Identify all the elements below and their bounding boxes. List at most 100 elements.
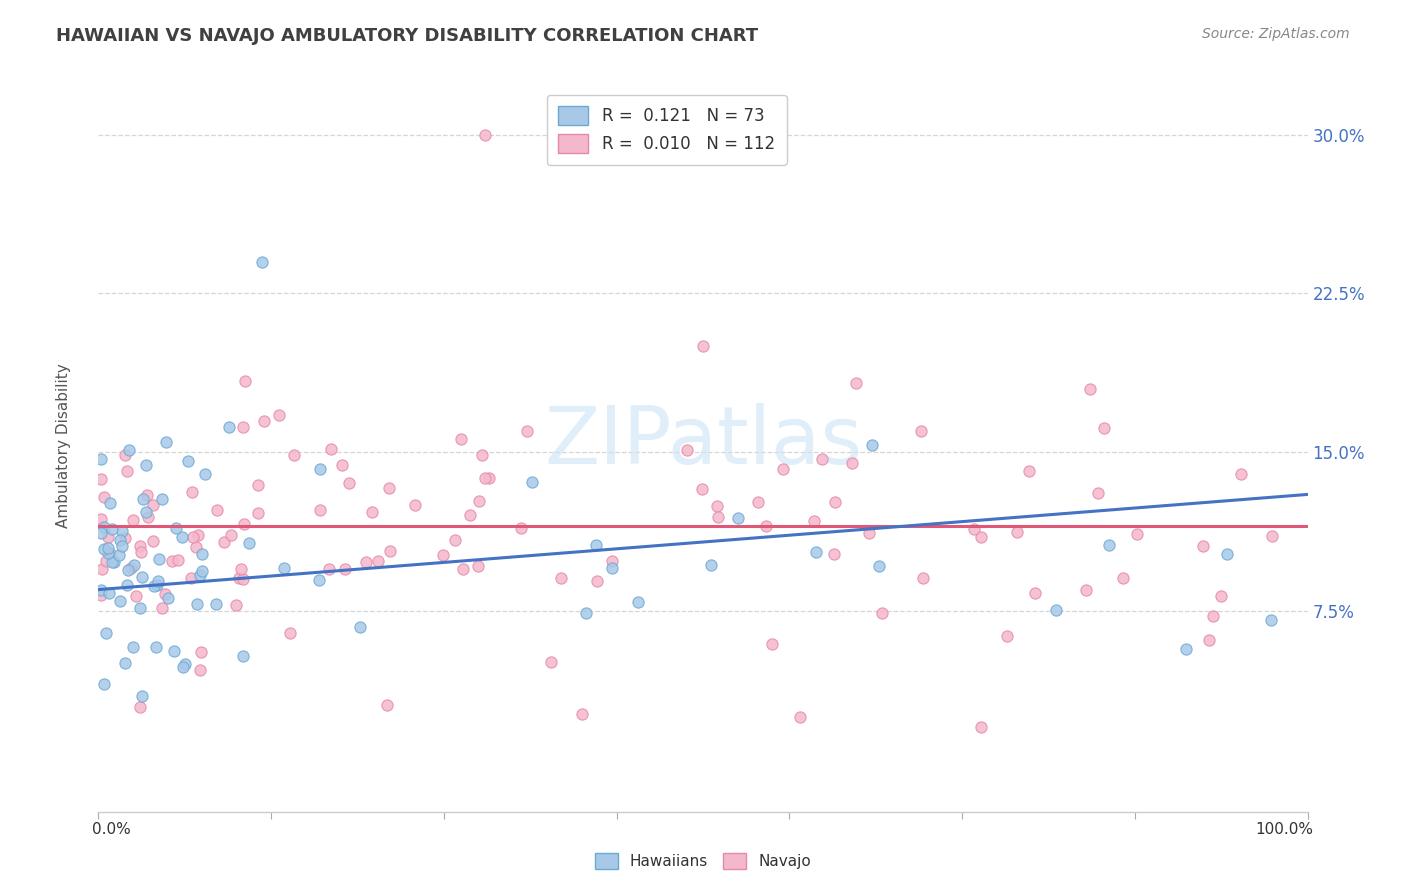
Point <box>367 554 389 568</box>
Point <box>150 492 173 507</box>
Point <box>238 536 260 550</box>
Point <box>1260 613 1282 627</box>
Point <box>117 442 139 457</box>
Point <box>432 548 454 562</box>
Point <box>308 502 330 516</box>
Text: Ambulatory Disability: Ambulatory Disability <box>56 364 70 528</box>
Point <box>1230 467 1253 481</box>
Point <box>318 561 340 575</box>
Text: 100.0%: 100.0% <box>1256 822 1313 838</box>
Point <box>841 456 863 470</box>
Point <box>117 563 139 577</box>
Point <box>333 562 356 576</box>
Point <box>129 700 152 714</box>
Point <box>184 540 207 554</box>
Point <box>93 520 115 534</box>
Point <box>170 530 193 544</box>
Point <box>700 558 723 572</box>
Point <box>232 419 254 434</box>
Point <box>1261 529 1284 543</box>
Point <box>467 559 489 574</box>
Point <box>122 513 145 527</box>
Point <box>142 498 165 512</box>
Point <box>706 499 728 513</box>
Point <box>129 539 152 553</box>
Point <box>186 597 208 611</box>
Point <box>330 458 353 473</box>
Point <box>707 509 730 524</box>
Point <box>157 591 180 605</box>
Point <box>114 531 136 545</box>
Point <box>755 519 778 533</box>
Point <box>115 464 138 478</box>
Point <box>93 677 115 691</box>
Point <box>747 495 769 509</box>
Point <box>267 409 290 423</box>
Point <box>191 547 214 561</box>
Point <box>450 432 472 446</box>
Point <box>451 562 474 576</box>
Point <box>283 448 305 462</box>
Point <box>510 521 533 535</box>
Point <box>690 482 713 496</box>
Point <box>474 128 496 142</box>
Point <box>378 544 401 558</box>
Point <box>143 579 166 593</box>
Point <box>90 588 112 602</box>
Point <box>183 530 205 544</box>
Point <box>550 571 572 585</box>
Legend: Hawaiians, Navajo: Hawaiians, Navajo <box>589 847 817 875</box>
Point <box>910 424 932 438</box>
Point <box>188 663 211 677</box>
Point <box>229 561 252 575</box>
Point <box>575 606 598 620</box>
Point <box>1209 590 1232 604</box>
Point <box>1087 486 1109 500</box>
Point <box>90 525 112 540</box>
Point <box>233 375 256 389</box>
Point <box>111 539 134 553</box>
Point <box>90 582 112 597</box>
Point <box>1216 548 1239 562</box>
Point <box>188 567 211 582</box>
Point <box>90 451 112 466</box>
Point <box>860 438 883 452</box>
Point <box>247 478 270 492</box>
Point <box>1005 524 1028 539</box>
Point <box>131 570 153 584</box>
Point <box>789 709 811 723</box>
Point <box>131 689 153 703</box>
Point <box>94 554 117 568</box>
Point <box>120 561 142 575</box>
Point <box>361 505 384 519</box>
Point <box>90 472 112 486</box>
Point <box>858 526 880 541</box>
Point <box>761 637 783 651</box>
Point <box>1018 464 1040 478</box>
Point <box>375 698 398 713</box>
Point <box>1202 609 1225 624</box>
Point <box>280 626 302 640</box>
Point <box>108 533 131 547</box>
Point <box>194 467 217 482</box>
Point <box>225 598 247 612</box>
Point <box>100 556 122 570</box>
Point <box>180 571 202 585</box>
Point <box>114 656 136 670</box>
Point <box>101 522 124 536</box>
Point <box>166 553 188 567</box>
Point <box>232 649 254 664</box>
Point <box>97 541 120 555</box>
Point <box>187 528 209 542</box>
Point <box>173 657 195 671</box>
Point <box>165 521 187 535</box>
Point <box>1174 642 1197 657</box>
Point <box>146 574 169 588</box>
Point <box>1198 633 1220 648</box>
Point <box>824 495 846 509</box>
Point <box>1112 570 1135 584</box>
Point <box>172 659 194 673</box>
Point <box>772 462 794 476</box>
Point <box>321 442 343 456</box>
Point <box>111 524 134 538</box>
